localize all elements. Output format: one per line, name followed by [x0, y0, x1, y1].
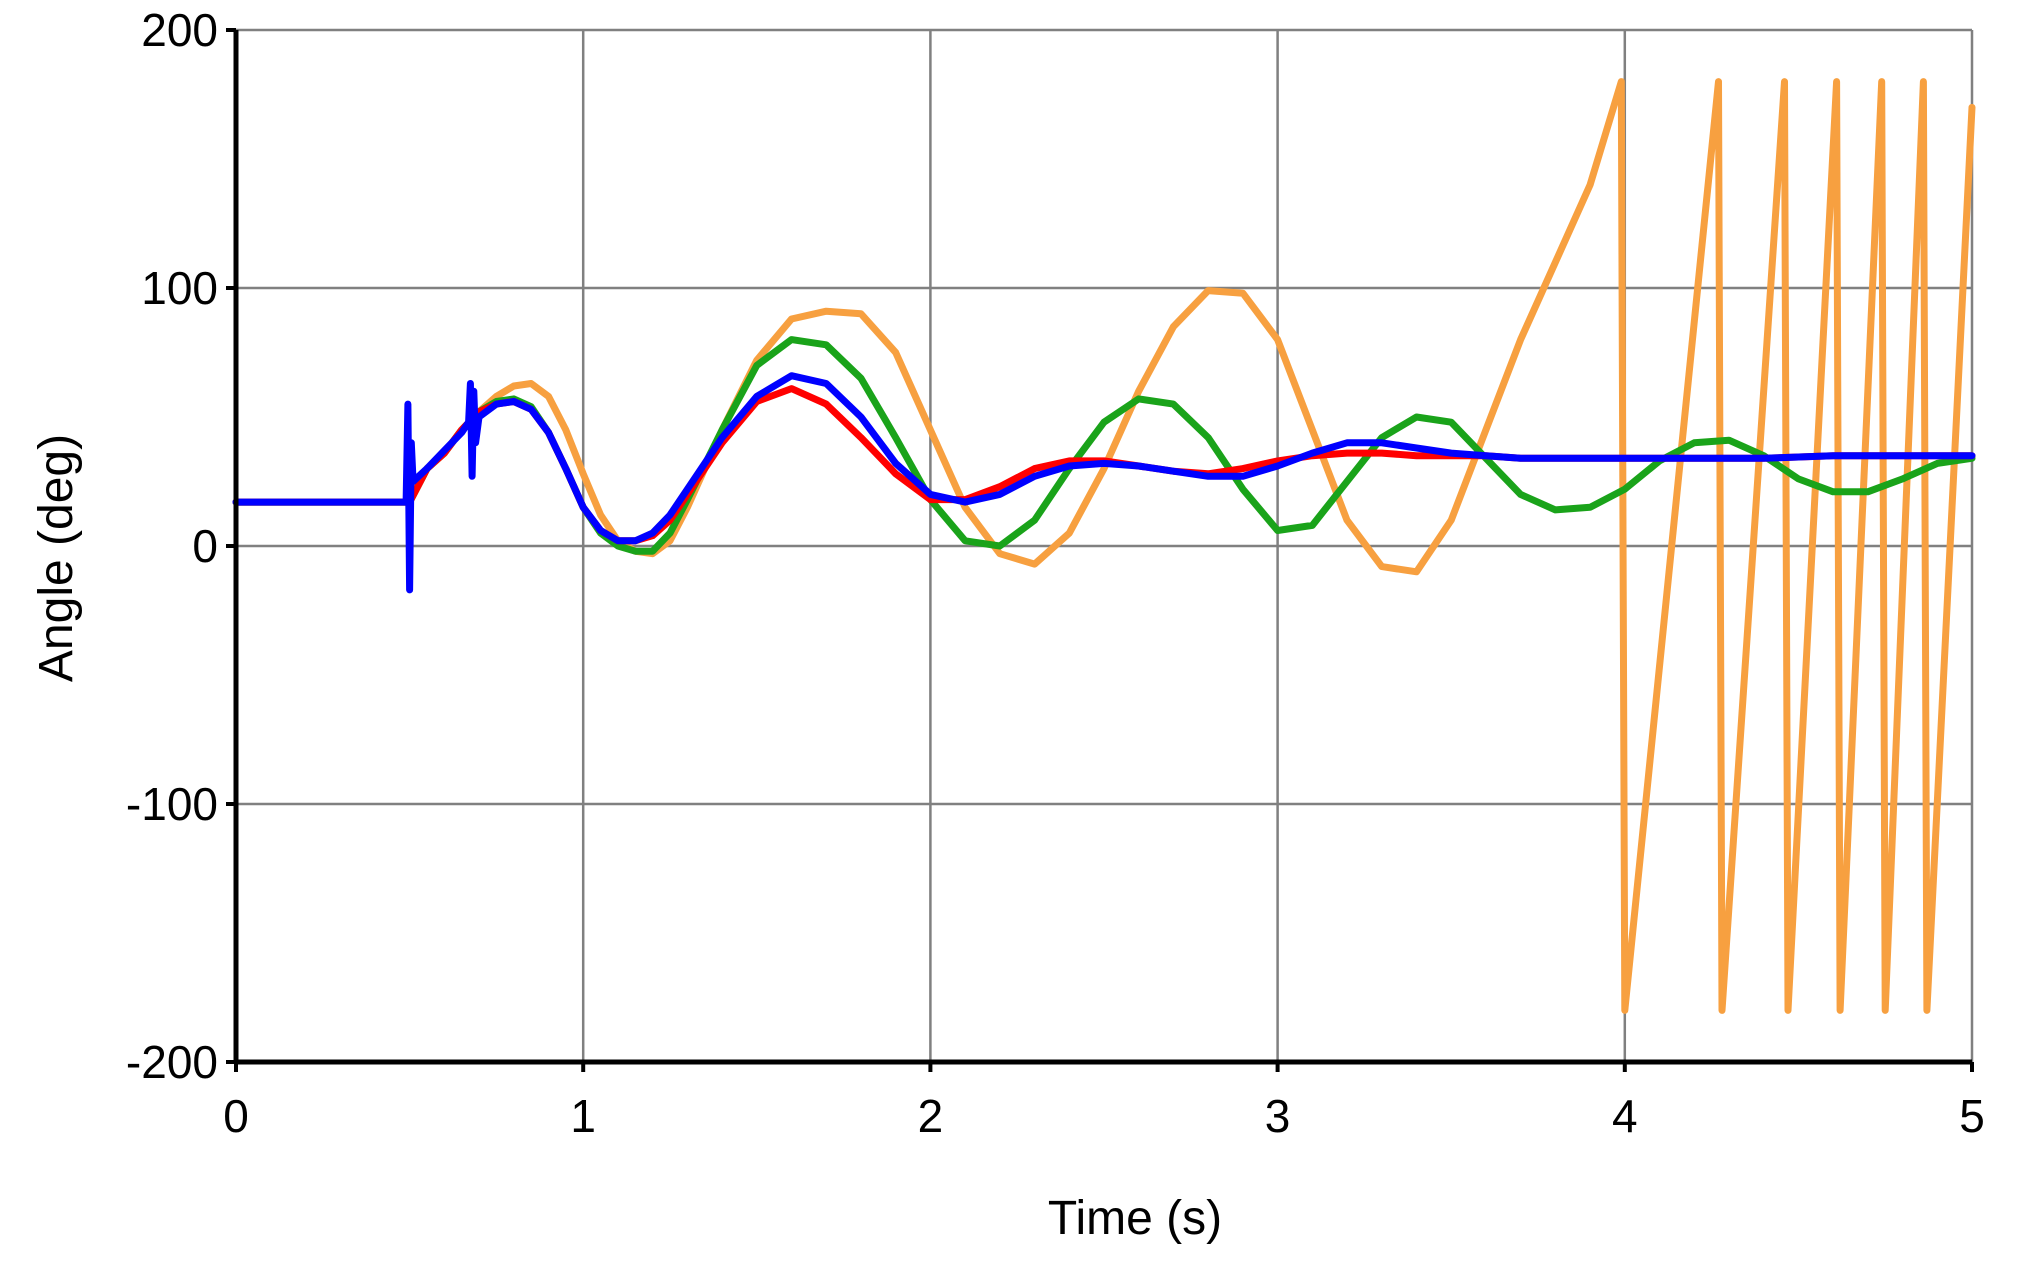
- series-line-4: [232, 372, 1976, 594]
- x-tick-label: 4: [1612, 1090, 1638, 1142]
- axes-frame: [226, 28, 1974, 1072]
- y-tick-label: 100: [141, 262, 218, 314]
- y-tick-label: -200: [126, 1036, 218, 1088]
- x-tick-label: 0: [223, 1090, 249, 1142]
- x-tick-label: 1: [570, 1090, 596, 1142]
- y-axis-label: Angle (deg): [30, 434, 83, 682]
- series-line-1: [232, 78, 1976, 1014]
- y-tick-label: -100: [126, 778, 218, 830]
- x-tick-label: 2: [918, 1090, 944, 1142]
- y-tick-label: 200: [141, 4, 218, 56]
- y-tick-label: 0: [192, 520, 218, 572]
- x-tick-label: 5: [1959, 1090, 1985, 1142]
- tick-labels: 0 1 2 3 4 5 200 100 0 -100 -200: [126, 4, 1985, 1142]
- x-tick-label: 3: [1265, 1090, 1291, 1142]
- series-line-2: [232, 336, 1976, 555]
- series-lines: [232, 78, 1976, 1014]
- x-axis-label: Time (s): [1048, 1192, 1222, 1245]
